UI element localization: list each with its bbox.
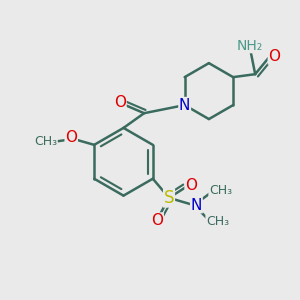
Text: N: N <box>179 98 190 112</box>
Text: O: O <box>185 178 197 193</box>
Text: CH₃: CH₃ <box>34 135 57 148</box>
Text: O: O <box>268 49 280 64</box>
Text: O: O <box>114 94 126 110</box>
Text: N: N <box>191 198 202 213</box>
Text: S: S <box>164 189 174 207</box>
Text: NH₂: NH₂ <box>236 39 262 52</box>
Text: CH₃: CH₃ <box>206 215 229 228</box>
Text: O: O <box>151 213 163 228</box>
Text: O: O <box>65 130 77 145</box>
Text: CH₃: CH₃ <box>209 184 232 197</box>
